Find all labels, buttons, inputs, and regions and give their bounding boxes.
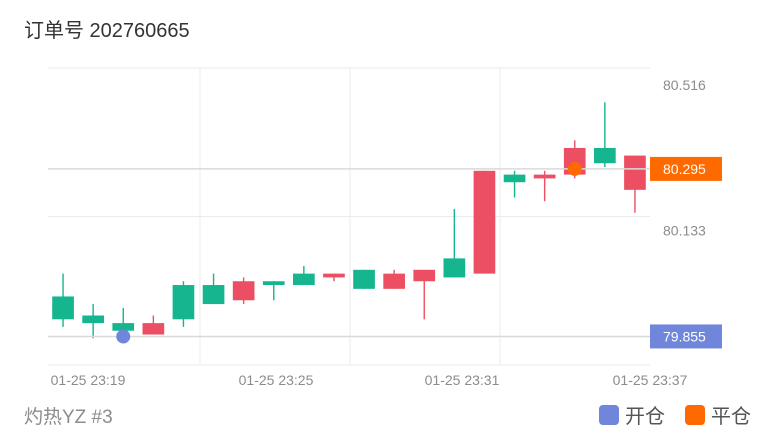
legend-swatch-close bbox=[685, 404, 705, 425]
candle-body bbox=[353, 269, 375, 289]
legend-label-open: 开仓 bbox=[625, 406, 665, 428]
candle-body bbox=[443, 258, 466, 278]
candle-body bbox=[533, 174, 556, 179]
legend-item-close[interactable]: 平仓 bbox=[685, 400, 751, 429]
close-marker bbox=[567, 161, 582, 176]
candle-body bbox=[142, 323, 165, 335]
x-tick-label: 01-25 23:37 bbox=[613, 372, 688, 388]
candle-body bbox=[594, 147, 616, 164]
strategy-label: 灼热YZ #3 bbox=[24, 407, 113, 428]
legend-item-open[interactable]: 开仓 bbox=[599, 400, 665, 429]
open-marker bbox=[116, 329, 131, 344]
chart-title: 订单号 202760665 bbox=[24, 20, 190, 42]
open-price-badge-bg bbox=[650, 324, 722, 349]
candle-body bbox=[624, 155, 646, 190]
candle-body bbox=[383, 273, 405, 289]
candle-body bbox=[323, 273, 345, 278]
y-tick-label: 80.133 bbox=[663, 223, 706, 239]
candle-body bbox=[262, 281, 285, 286]
candle-body bbox=[172, 285, 195, 320]
candle-body bbox=[503, 174, 526, 183]
candle-body bbox=[232, 281, 255, 301]
candle-body bbox=[82, 315, 104, 324]
x-tick-label: 01-25 23:31 bbox=[425, 372, 500, 388]
open-price-badge-text: 79.855 bbox=[663, 328, 706, 344]
candle-body bbox=[112, 323, 135, 331]
chart-legend: 开仓 平仓 bbox=[599, 400, 751, 429]
candle-body bbox=[293, 273, 315, 286]
x-tick-label: 01-25 23:25 bbox=[239, 372, 314, 388]
candle-body bbox=[413, 269, 436, 282]
legend-label-close: 平仓 bbox=[711, 406, 751, 428]
candle-body bbox=[473, 170, 496, 274]
y-tick-label: 80.516 bbox=[663, 77, 706, 93]
candle-body bbox=[202, 285, 225, 305]
candle-body bbox=[52, 296, 74, 320]
x-tick-label: 01-25 23:19 bbox=[51, 372, 126, 388]
close-price-badge-bg bbox=[650, 156, 722, 181]
legend-swatch-open bbox=[599, 404, 619, 425]
close-price-badge-text: 80.295 bbox=[663, 161, 706, 177]
